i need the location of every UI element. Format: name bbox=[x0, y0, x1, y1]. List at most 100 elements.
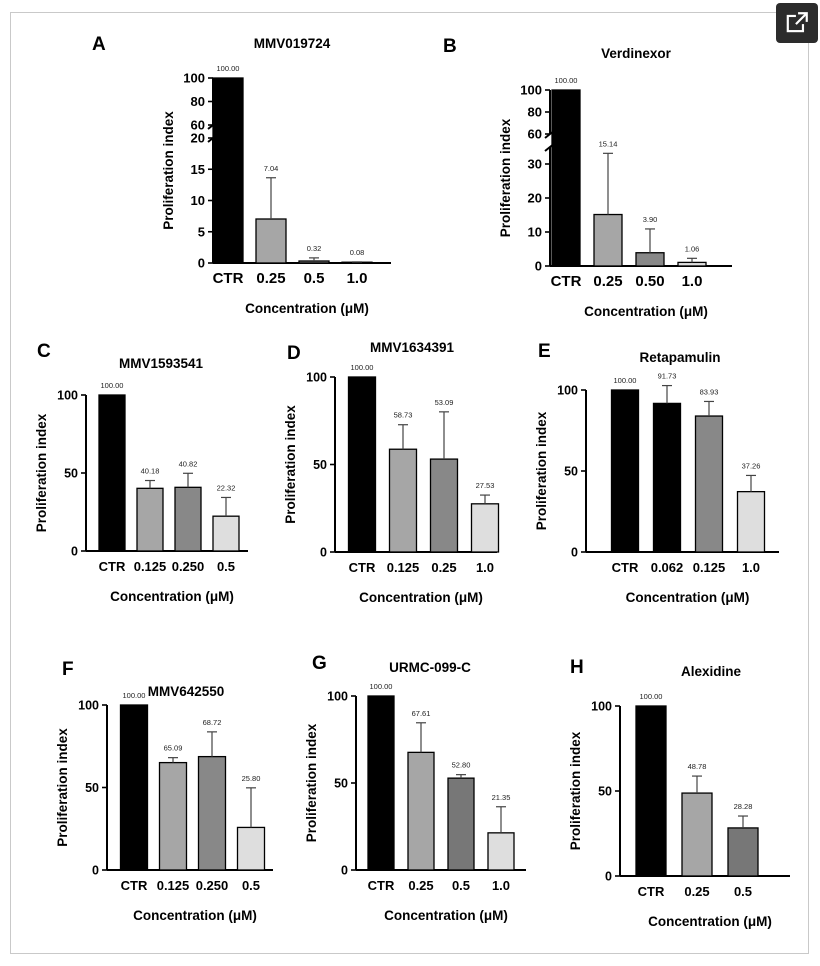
data-label: 28.28 bbox=[734, 802, 753, 811]
y-axis-label: Proliferation index bbox=[283, 405, 298, 524]
chart-panel-g: G URMC-099-C 0 50 100 100.00 CTR 67.61 0.25 52.80… bbox=[304, 653, 526, 923]
chart-title: URMC-099-C bbox=[389, 660, 471, 675]
x-tick-label: 1.0 bbox=[347, 270, 368, 287]
x-tick-label: 0.25 bbox=[684, 884, 709, 899]
y-tick-label: 100 bbox=[591, 700, 612, 714]
bar-0.5 bbox=[298, 260, 330, 264]
bar-CTR bbox=[347, 376, 377, 553]
x-axis-label: Concentration (μM) bbox=[245, 301, 369, 316]
bar-CTR bbox=[212, 77, 244, 264]
open-in-new-window-icon bbox=[786, 12, 808, 33]
data-label: 83.93 bbox=[700, 387, 719, 396]
bar-0.50 bbox=[635, 252, 665, 267]
x-tick-label: CTR bbox=[213, 270, 244, 287]
y-tick-label: 20 bbox=[191, 131, 205, 146]
bar-1.0 bbox=[736, 490, 766, 553]
y-tick-label: 10 bbox=[191, 193, 205, 208]
bar-CTR bbox=[367, 695, 395, 871]
data-label: 58.73 bbox=[394, 411, 413, 420]
data-label: 100.00 bbox=[217, 64, 240, 73]
data-label: 21.35 bbox=[492, 793, 511, 802]
x-tick-label: 0.125 bbox=[134, 559, 167, 574]
data-label: 37.26 bbox=[742, 461, 761, 470]
y-tick-label: 50 bbox=[313, 458, 327, 472]
y-tick-label: 30 bbox=[528, 157, 542, 172]
bar-CTR bbox=[119, 704, 149, 871]
y-tick-label: 100 bbox=[557, 384, 578, 398]
bar-1.0 bbox=[677, 261, 707, 267]
x-tick-label: CTR bbox=[551, 273, 582, 290]
data-label: 25.80 bbox=[242, 774, 261, 783]
x-tick-label: 0.250 bbox=[196, 878, 229, 893]
x-tick-label: CTR bbox=[612, 560, 639, 575]
y-axis-label: Proliferation index bbox=[498, 118, 513, 237]
panel-letter: D bbox=[287, 343, 301, 364]
x-tick-label: 1.0 bbox=[682, 273, 703, 290]
chart-panel-f: F MMV642550 0 50 100 100.00 CTR 65.09 0.125 68.72… bbox=[55, 659, 273, 923]
x-tick-label: 1.0 bbox=[742, 560, 760, 575]
data-label: 100.00 bbox=[370, 682, 393, 691]
bar-0.125 bbox=[694, 415, 724, 553]
chart-title: Verdinexor bbox=[601, 46, 672, 61]
y-tick-label: 100 bbox=[57, 389, 78, 403]
panel-letter: A bbox=[92, 34, 106, 55]
y-tick-label: 0 bbox=[198, 256, 205, 271]
x-tick-label: CTR bbox=[121, 878, 148, 893]
bar-0.25 bbox=[681, 792, 713, 877]
x-tick-label: CTR bbox=[349, 560, 376, 575]
y-tick-label: 5 bbox=[198, 224, 205, 239]
y-tick-label: 20 bbox=[528, 191, 542, 206]
x-axis-label: Concentration (μM) bbox=[359, 590, 483, 605]
data-label: 22.32 bbox=[217, 483, 236, 492]
data-label: 67.61 bbox=[412, 709, 431, 718]
chart-title: Alexidine bbox=[681, 664, 742, 679]
bar-0.5 bbox=[447, 777, 475, 871]
bar-0.250 bbox=[197, 755, 227, 871]
chart-panel-c: C MMV1593541 0 50 100 100.00 CTR 40.18 0.125 40.8… bbox=[34, 341, 248, 604]
data-label: 53.09 bbox=[435, 398, 454, 407]
x-axis-label: Concentration (μM) bbox=[584, 304, 708, 319]
panel-letter: H bbox=[570, 657, 584, 678]
chart-title: MMV1593541 bbox=[119, 356, 204, 371]
x-tick-label: CTR bbox=[99, 559, 126, 574]
bar-CTR bbox=[551, 89, 581, 267]
panel-letter: G bbox=[312, 653, 327, 674]
chart-title: MMV1634391 bbox=[370, 340, 455, 355]
open-in-new-window-button[interactable] bbox=[776, 3, 818, 43]
x-axis-label: Concentration (μM) bbox=[626, 590, 750, 605]
x-tick-label: 0.250 bbox=[172, 559, 205, 574]
y-tick-label: 100 bbox=[183, 71, 205, 86]
bar-CTR bbox=[610, 389, 640, 553]
data-label: 0.32 bbox=[307, 244, 322, 253]
x-tick-label: 0.25 bbox=[431, 560, 456, 575]
bar-CTR bbox=[635, 705, 667, 877]
bar-0.5 bbox=[236, 826, 266, 871]
x-tick-label: 0.5 bbox=[452, 878, 470, 893]
x-tick-label: 0.25 bbox=[408, 878, 433, 893]
x-tick-label: 0.062 bbox=[651, 560, 684, 575]
y-tick-label: 0 bbox=[92, 864, 99, 878]
bar-0.5 bbox=[212, 515, 240, 552]
bar-0.125 bbox=[158, 761, 188, 871]
data-label: 91.73 bbox=[658, 372, 677, 381]
chart-panel-e: E Retapamulin 0 50 100 100.00 CTR 91.73 0.062 83.… bbox=[534, 341, 779, 605]
y-tick-label: 50 bbox=[598, 785, 612, 799]
y-tick-label: 60 bbox=[191, 118, 205, 133]
data-label: 52.80 bbox=[452, 761, 471, 770]
y-tick-label: 0 bbox=[320, 546, 327, 560]
chart-panel-d: D MMV1634391 0 50 100 100.00 CTR 58.73 0.125 53.0… bbox=[283, 340, 500, 605]
panel-letter: F bbox=[62, 659, 74, 680]
y-tick-label: 0 bbox=[535, 259, 542, 274]
y-tick-label: 80 bbox=[528, 105, 542, 120]
y-axis-label: Proliferation index bbox=[161, 111, 176, 230]
y-tick-label: 80 bbox=[191, 94, 205, 109]
x-tick-label: 0.125 bbox=[387, 560, 420, 575]
x-tick-label: 0.5 bbox=[734, 884, 752, 899]
data-label: 1.06 bbox=[685, 244, 700, 253]
y-tick-label: 50 bbox=[334, 777, 348, 791]
chart-panel-b: B Verdinexor 0 10 20 30 60 80 100 100.00 CTR 15.14 0… bbox=[443, 36, 732, 319]
x-tick-label: 0.125 bbox=[157, 878, 190, 893]
y-tick-label: 60 bbox=[528, 127, 542, 142]
y-tick-label: 0 bbox=[341, 864, 348, 878]
